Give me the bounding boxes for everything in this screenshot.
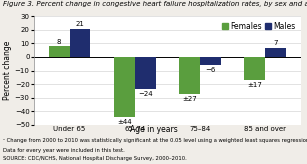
Text: Age in years: Age in years bbox=[130, 125, 177, 134]
Text: Data for every year were included in this test.: Data for every year were included in thi… bbox=[3, 148, 125, 153]
Text: ¹ Change from 2000 to 2010 was statistically significant at the 0.05 level using: ¹ Change from 2000 to 2010 was statistic… bbox=[3, 138, 307, 143]
Text: ±17: ±17 bbox=[247, 82, 262, 88]
Bar bbox=[244, 57, 265, 80]
Text: 8: 8 bbox=[57, 39, 61, 45]
Bar bbox=[114, 57, 135, 116]
Legend: Females, Males: Females, Males bbox=[220, 20, 297, 32]
Bar bbox=[265, 48, 286, 57]
Text: −24: −24 bbox=[138, 92, 153, 97]
Text: ±44: ±44 bbox=[117, 119, 132, 124]
Text: 7: 7 bbox=[273, 41, 278, 46]
Y-axis label: Percent change: Percent change bbox=[3, 41, 12, 100]
Bar bbox=[179, 57, 200, 93]
Bar bbox=[70, 29, 91, 57]
Bar bbox=[49, 46, 70, 57]
Bar bbox=[135, 57, 156, 90]
Text: SOURCE: CDC/NCHS, National Hospital Discharge Survey, 2000–2010.: SOURCE: CDC/NCHS, National Hospital Disc… bbox=[3, 156, 187, 161]
Bar bbox=[200, 57, 221, 65]
Text: ±27: ±27 bbox=[182, 96, 197, 102]
Text: 21: 21 bbox=[76, 21, 84, 28]
Text: Figure 3. Percent change in congestive heart failure hospitalization rates, by s: Figure 3. Percent change in congestive h… bbox=[3, 1, 307, 7]
Text: −6: −6 bbox=[205, 67, 216, 73]
